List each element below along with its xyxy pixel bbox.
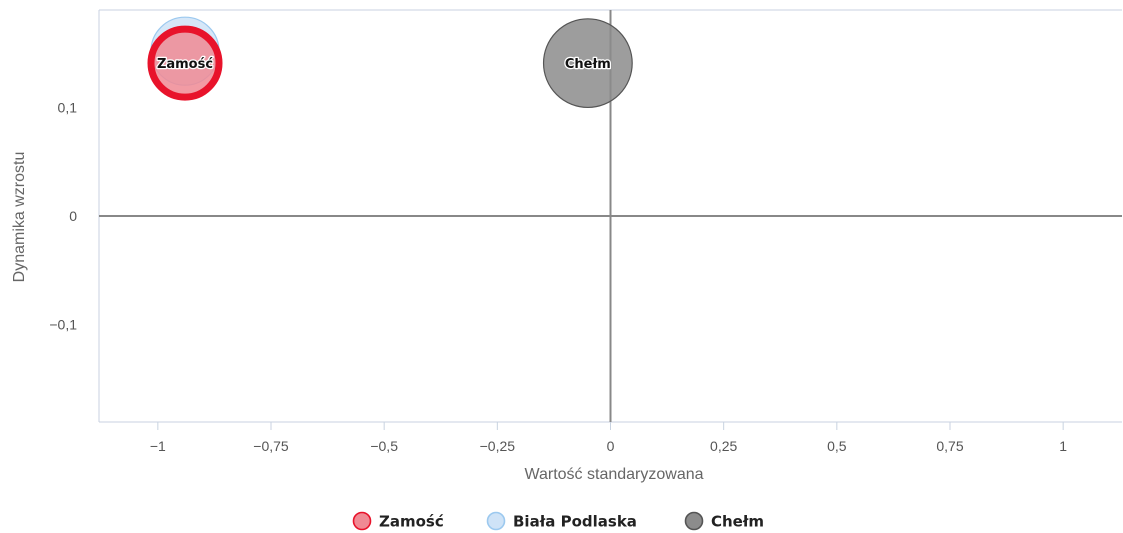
y-tick-label: −0,1: [49, 316, 77, 332]
legend-label: Chełm: [711, 513, 764, 531]
x-axis-title: Wartość standaryzowana: [524, 466, 703, 483]
legend-item[interactable]: Chełm: [684, 511, 765, 531]
legend-label: Zamość: [379, 513, 444, 531]
legend: Zamość Biała Podlaska Chełm: [352, 511, 765, 531]
legend-marker: [352, 511, 372, 531]
x-tick-label: −0,75: [253, 438, 289, 454]
bubble-zamosc[interactable]: [147, 25, 223, 101]
legend-item[interactable]: Zamość: [352, 511, 444, 531]
legend-item[interactable]: Biała Podlaska: [486, 511, 637, 531]
y-tick-label: 0: [69, 208, 77, 224]
legend-marker: [684, 511, 704, 531]
x-tick-label: 1: [1059, 438, 1067, 454]
y-axis-title: Dynamika wzrostu: [11, 152, 28, 283]
y-tick-label: 0,1: [58, 100, 78, 116]
x-tick-label: −0,25: [480, 438, 516, 454]
bubble-label: Chełm: [565, 57, 611, 72]
x-tick-label: −0,5: [370, 438, 398, 454]
x-tick-label: −1: [150, 438, 166, 454]
legend-label: Biała Podlaska: [513, 513, 637, 531]
legend-marker: [486, 511, 506, 531]
x-tick-label: 0,75: [936, 438, 963, 454]
x-tick-label: 0,25: [710, 438, 737, 454]
bubble-label: Zamość: [157, 57, 213, 72]
bubble-chełm[interactable]: [542, 18, 633, 109]
x-tick-label: 0: [607, 438, 615, 454]
x-tick-label: 0,5: [827, 438, 847, 454]
